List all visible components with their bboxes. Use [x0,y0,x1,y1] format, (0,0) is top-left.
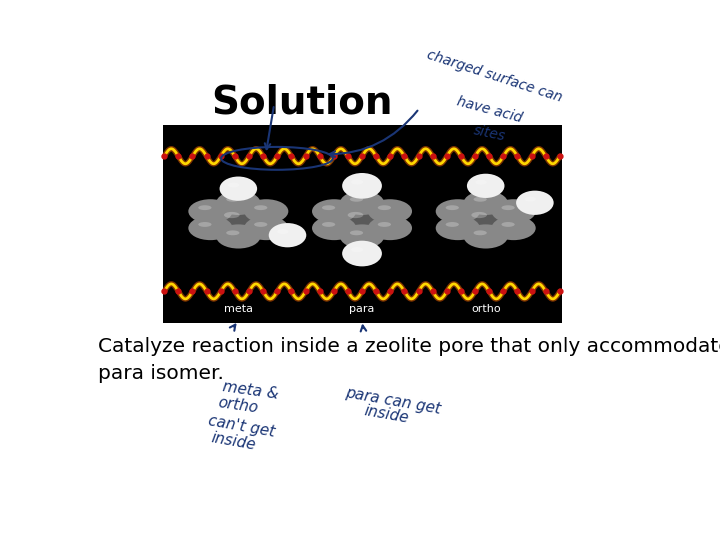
Ellipse shape [368,216,412,240]
Ellipse shape [467,174,505,198]
Text: sites: sites [472,123,507,144]
Ellipse shape [228,183,239,187]
Text: para can get: para can get [344,385,442,416]
Ellipse shape [475,180,487,185]
Text: charged surface can: charged surface can [425,48,564,104]
Ellipse shape [492,216,536,240]
Ellipse shape [312,199,356,224]
Ellipse shape [378,205,391,210]
Ellipse shape [446,205,459,210]
Text: Solution: Solution [211,84,393,122]
Ellipse shape [216,191,261,215]
Ellipse shape [342,173,382,199]
Ellipse shape [322,222,336,227]
Text: meta: meta [224,304,253,314]
Ellipse shape [189,199,233,224]
Ellipse shape [446,222,459,227]
Text: inside: inside [364,404,410,426]
Ellipse shape [226,197,240,202]
Text: ortho: ortho [217,395,259,416]
Ellipse shape [198,205,212,210]
Ellipse shape [464,225,508,248]
Ellipse shape [244,199,288,224]
Ellipse shape [277,229,289,234]
Text: ortho: ortho [471,304,500,314]
Ellipse shape [254,205,267,210]
Text: Catalyze reaction inside a zeolite pore that only accommodates the
para isomer.: Catalyze reaction inside a zeolite pore … [99,337,720,383]
Ellipse shape [350,197,363,202]
Ellipse shape [312,216,356,240]
Ellipse shape [492,199,536,224]
Text: meta &: meta & [221,379,279,401]
Ellipse shape [342,241,382,266]
Ellipse shape [269,223,306,247]
Ellipse shape [212,204,264,235]
Ellipse shape [464,191,508,215]
Ellipse shape [350,231,363,235]
Text: can't get: can't get [207,413,276,440]
Ellipse shape [351,247,363,252]
Bar [163,125,562,322]
Ellipse shape [378,222,391,227]
Ellipse shape [525,197,536,201]
Ellipse shape [474,231,487,235]
Text: inside: inside [210,430,257,453]
Ellipse shape [340,225,384,248]
Ellipse shape [244,216,288,240]
Ellipse shape [226,231,240,235]
Ellipse shape [198,222,212,227]
Ellipse shape [368,199,412,224]
Ellipse shape [436,199,480,224]
Ellipse shape [322,205,336,210]
Ellipse shape [501,205,515,210]
Ellipse shape [501,222,515,227]
Ellipse shape [516,191,554,215]
Ellipse shape [254,222,267,227]
Ellipse shape [348,212,364,218]
Text: para: para [349,304,374,314]
Ellipse shape [351,179,363,185]
Ellipse shape [336,204,388,235]
Text: have acid: have acid [456,94,524,125]
Ellipse shape [436,216,480,240]
Ellipse shape [340,191,384,215]
Ellipse shape [224,212,240,218]
Ellipse shape [474,197,487,202]
Ellipse shape [472,212,487,218]
Ellipse shape [220,177,257,201]
Ellipse shape [216,225,261,248]
Ellipse shape [189,216,233,240]
Ellipse shape [459,204,512,235]
